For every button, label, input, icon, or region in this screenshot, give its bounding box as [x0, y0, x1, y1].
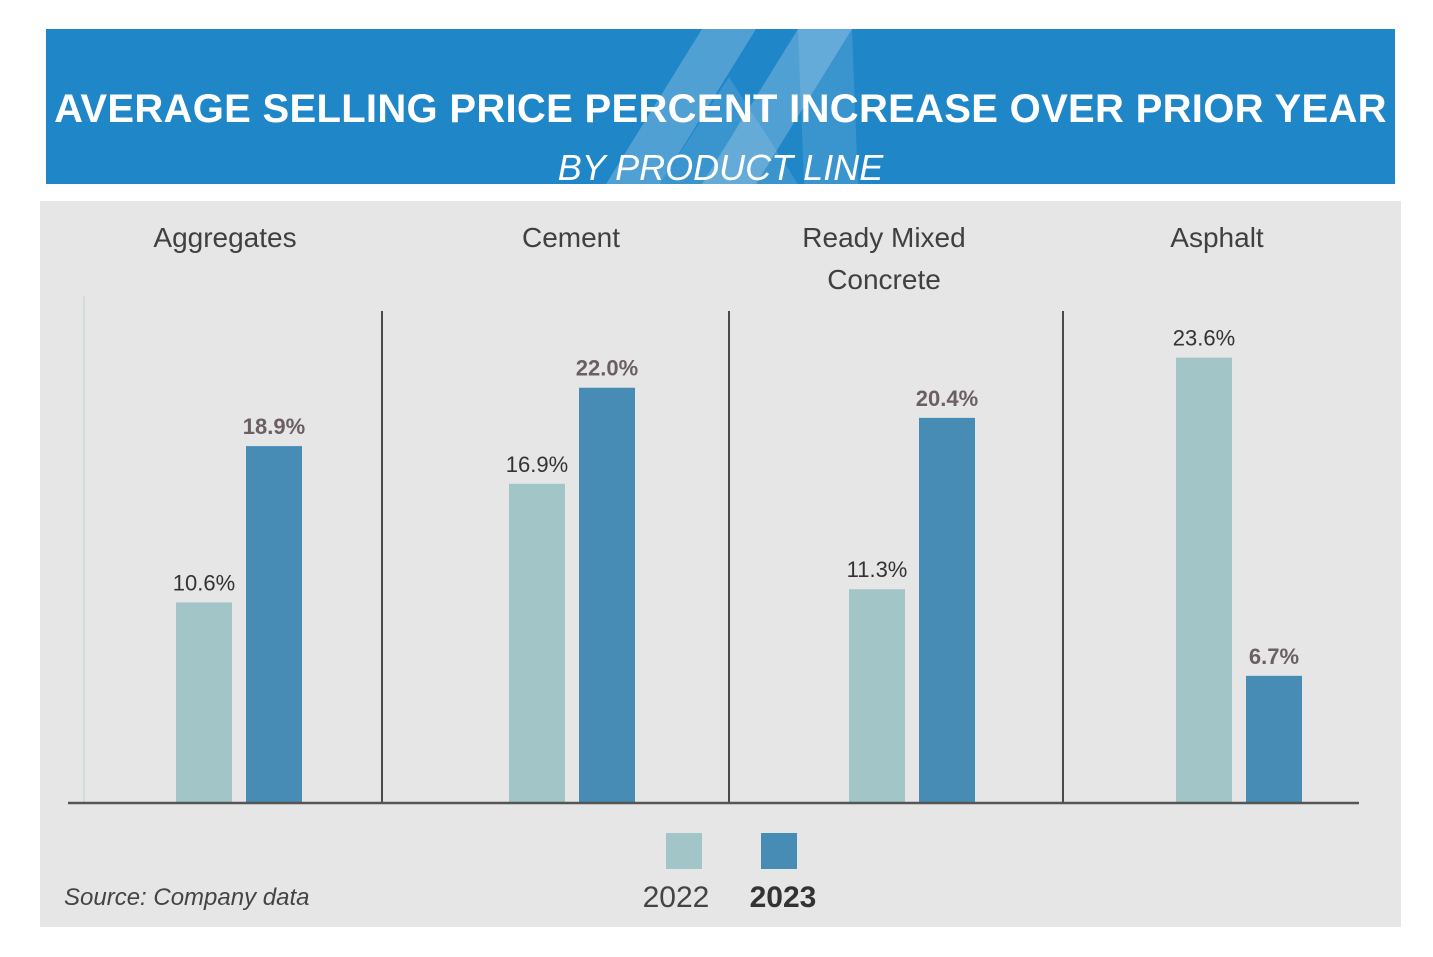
category-label-ready-mixed-concrete-line-1: Ready Mixed: [802, 222, 965, 253]
data-label-2023-asphalt: 6.7%: [1249, 644, 1299, 669]
title-banner: AVERAGE SELLING PRICE PERCENT INCREASE O…: [46, 29, 1395, 184]
bar-2023-cement: [579, 387, 635, 802]
legend-label-2022: 2022: [643, 881, 710, 914]
data-label-2023-aggregates: 18.9%: [243, 414, 305, 439]
data-label-2022-aggregates: 10.6%: [173, 570, 235, 595]
category-label-ready-mixed-concrete-line-2: Concrete: [827, 264, 941, 295]
legend-swatch-2022: [666, 833, 702, 869]
bar-2023-ready-mixed-concrete: [919, 417, 975, 802]
data-label-2022-ready-mixed-concrete: 11.3%: [847, 557, 908, 582]
chart-title: AVERAGE SELLING PRICE PERCENT INCREASE O…: [54, 87, 1387, 131]
bar-chart: Aggregates Cement Ready Mixed Concrete Aspha…: [68, 222, 1359, 914]
bar-2022-aggregates: [176, 602, 232, 802]
category-label-cement: Cement: [522, 222, 620, 253]
logo-watermark-icon: [606, 29, 858, 184]
bar-2023-aggregates: [246, 446, 302, 802]
bar-2022-ready-mixed-concrete: [849, 589, 905, 802]
category-label-asphalt: Asphalt: [1170, 222, 1264, 253]
data-label-2023-cement: 22.0%: [576, 356, 638, 381]
data-label-2022-cement: 16.9%: [506, 452, 568, 477]
data-label-2023-ready-mixed-concrete: 20.4%: [916, 386, 978, 411]
chart-panel: Aggregates Cement Ready Mixed Concrete Aspha…: [40, 201, 1401, 927]
legend-swatch-2023: [761, 833, 797, 869]
source-note: Source: Company data: [64, 884, 310, 911]
bar-2022-asphalt: [1176, 357, 1232, 802]
legend-label-2023: 2023: [750, 881, 817, 914]
category-label-aggregates: Aggregates: [153, 222, 296, 253]
data-label-2022-asphalt: 23.6%: [1173, 326, 1235, 351]
bar-2022-cement: [509, 483, 565, 802]
bar-2023-asphalt: [1246, 675, 1302, 802]
chart-subtitle: BY PRODUCT LINE: [557, 147, 884, 184]
